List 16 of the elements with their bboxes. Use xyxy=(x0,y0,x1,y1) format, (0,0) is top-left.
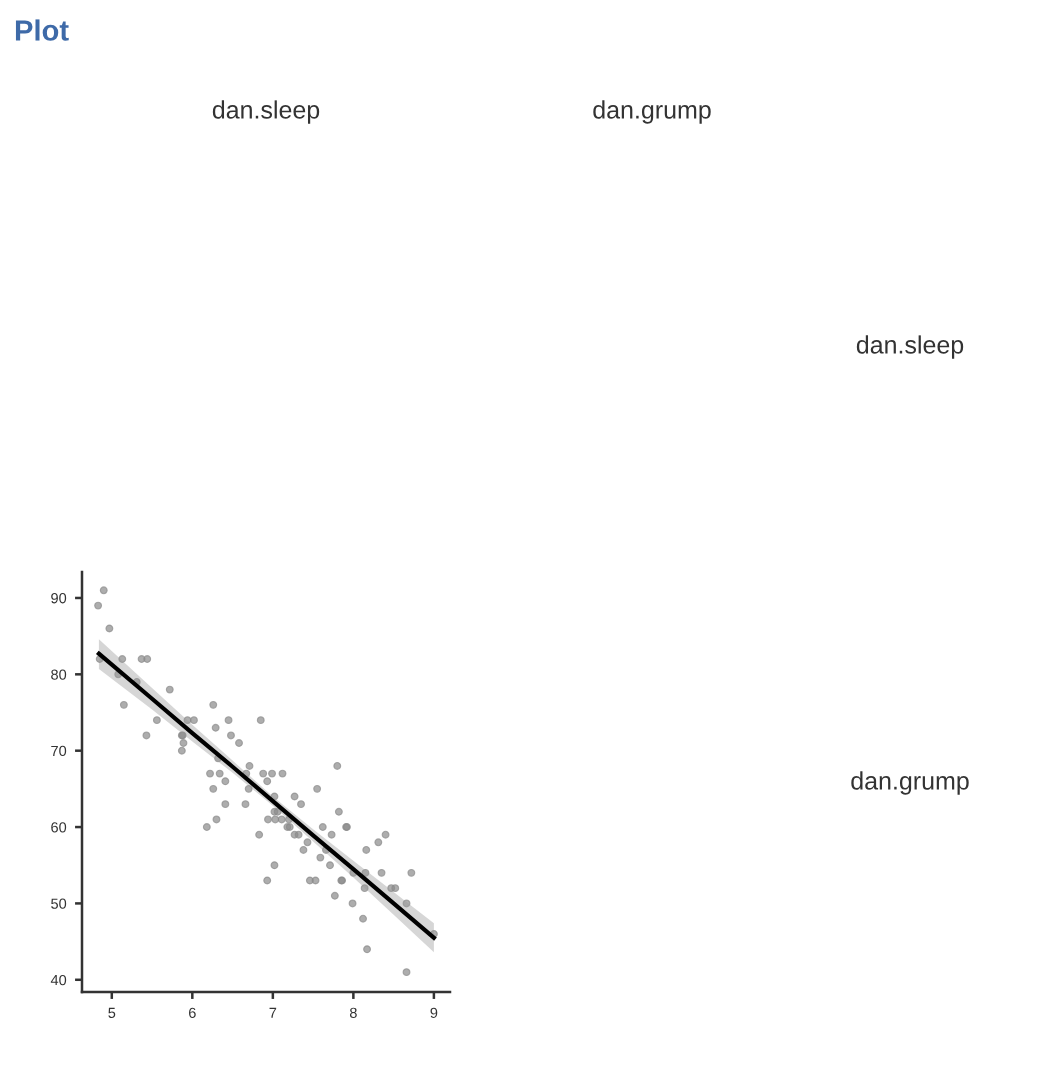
y-tick-label: 50 xyxy=(51,898,67,909)
x-tick-label: 5 xyxy=(108,1007,116,1018)
text: dan.sleep xyxy=(856,335,964,359)
y-tick-label: 60 xyxy=(51,822,67,833)
y-tick-label: 70 xyxy=(51,745,67,757)
x-tick-label: 7 xyxy=(269,1007,277,1018)
text: dan.sleep xyxy=(212,100,320,124)
y-tick-label: 40 xyxy=(50,974,67,986)
chart-title: Plot xyxy=(15,19,69,41)
x-tick-label: 8 xyxy=(349,1007,357,1018)
x-tick-label: 9 xyxy=(430,1007,438,1018)
x-tick-label: 6 xyxy=(189,1007,196,1018)
y-tick-label: 90 xyxy=(51,593,67,604)
text: dan.grump xyxy=(851,771,969,795)
y-tick-label: 80 xyxy=(51,669,67,680)
text: dan.grump xyxy=(593,100,711,124)
